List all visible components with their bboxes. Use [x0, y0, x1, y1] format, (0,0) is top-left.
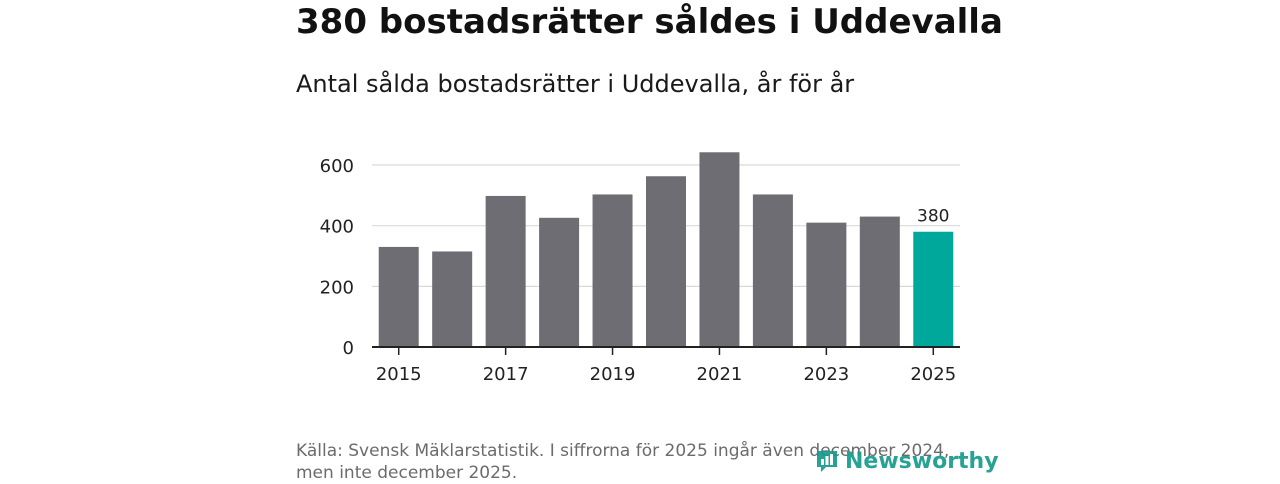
newsworthy-logo-icon: [817, 451, 837, 472]
bar-2019: [592, 194, 633, 347]
bar-2023: [806, 222, 847, 347]
chart-frame: 380 bostadsrätter såldes i Uddevalla Ant…: [296, 0, 1003, 483]
bar-chart: 0 200 400 600 380 2015 2017 2019 2021 2023 2025: [320, 152, 960, 385]
newsworthy-logo: Newsworthy: [814, 446, 999, 476]
y-tick-label-200: 200: [320, 277, 354, 298]
source-note: Källa: Svensk Mäklarstatistik. I siffror…: [296, 440, 950, 484]
bar-2022: [752, 194, 793, 347]
bar-2015: [378, 246, 419, 347]
bar-2021: [699, 152, 740, 347]
source-note-line-1: Källa: Svensk Mäklarstatistik. I siffror…: [296, 441, 950, 461]
bar-2016: [432, 251, 473, 347]
y-tick-label-400: 400: [320, 217, 354, 238]
source-note-line-2: men inte december 2025.: [296, 463, 518, 483]
bar-2024: [859, 216, 900, 347]
x-tick-label-2017: 2017: [483, 364, 529, 385]
bar-2017: [485, 195, 526, 347]
bar-2020: [646, 176, 686, 347]
y-tick-label-0: 0: [343, 338, 354, 359]
x-tick-label-2021: 2021: [697, 364, 743, 385]
x-tick-label-2019: 2019: [590, 364, 636, 385]
x-tick-label-2015: 2015: [376, 364, 422, 385]
y-tick-label-600: 600: [320, 156, 354, 177]
chart-title: Antal sålda bostadsrätter i Uddevalla, å…: [296, 70, 855, 98]
bar-2025: [913, 231, 954, 347]
x-tick-label-2025: 2025: [910, 364, 956, 385]
bar-2018: [539, 217, 580, 347]
x-tick-label-2023: 2023: [803, 364, 849, 385]
headline: 380 bostadsrätter såldes i Uddevalla: [296, 2, 1003, 42]
brand-name: Newsworthy: [845, 448, 999, 474]
data-label-2025: 380: [917, 207, 949, 227]
